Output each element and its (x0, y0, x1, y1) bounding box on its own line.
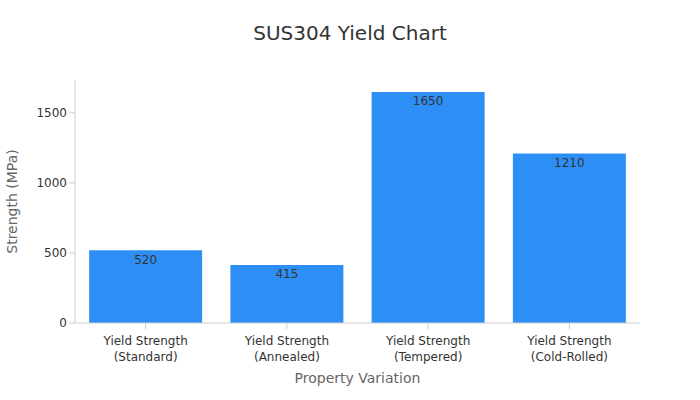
svg-text:Property Variation: Property Variation (295, 370, 421, 386)
svg-text:1000: 1000 (36, 176, 67, 190)
svg-text:0: 0 (59, 316, 67, 330)
svg-text:Yield Strength(Annealed): Yield Strength(Annealed) (244, 334, 329, 364)
html-text:SUS304 Yield Chart: SUS304 Yield Chart (253, 21, 447, 45)
svg-text:520: 520 (134, 253, 157, 267)
svg-text:1210: 1210 (554, 156, 585, 170)
svg-text:Yield Strength(Tempered): Yield Strength(Tempered) (385, 334, 470, 364)
svg-text:Yield Strength(Standard): Yield Strength(Standard) (102, 334, 187, 364)
svg-text:Strength (MPa): Strength (MPa) (8, 149, 20, 253)
svg-text:500: 500 (44, 246, 67, 260)
svg-text:1650: 1650 (413, 94, 444, 108)
svg-text:Yield Strength(Cold-Rolled): Yield Strength(Cold-Rolled) (526, 334, 611, 364)
svg-text:1500: 1500 (36, 106, 67, 120)
svg-text:415: 415 (275, 267, 298, 281)
